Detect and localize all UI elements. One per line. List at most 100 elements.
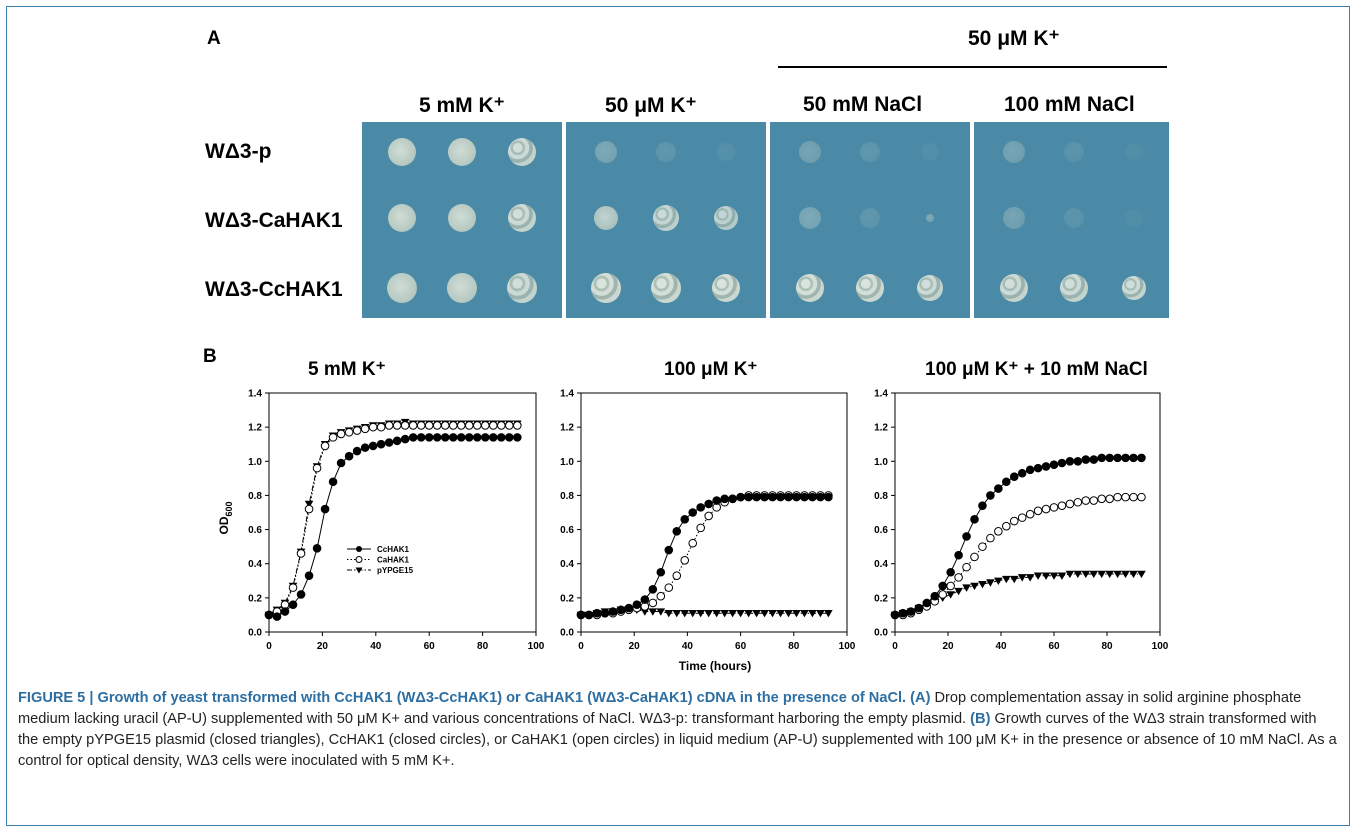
data-point-CaHAK1 [680,556,690,565]
data-point-CcHAK1 [312,544,322,553]
data-point-pYPGE15 [1121,570,1130,579]
data-point-pYPGE15 [946,591,955,599]
data-point-CaHAK1 [1049,503,1059,512]
data-point-CcHAK1 [800,492,809,502]
data-point-CaHAK1 [416,421,426,430]
data-point-CcHAK1 [1065,456,1075,466]
series-line-CcHAK1 [894,457,1142,616]
caption-part-b-letter: (B) [970,711,991,727]
data-point-CaHAK1 [472,421,482,430]
data-point-CcHAK1 [456,433,466,442]
y-tick-label: 1.0 [248,457,262,468]
data-point-CaHAK1 [400,421,410,430]
data-point-CcHAK1 [1033,463,1043,473]
data-point-pYPGE15 [640,608,650,616]
data-point-CcHAK1 [906,607,916,616]
x-tick-label: 40 [682,641,694,652]
data-point-CcHAK1 [656,567,666,577]
data-point-pYPGE15 [1057,572,1067,580]
data-point-CcHAK1 [1041,462,1051,471]
data-point-pYPGE15 [1033,572,1043,580]
data-point-CcHAK1 [408,433,418,442]
caption-part-a-text: Drop complementation assay in solid argi… [18,690,1302,727]
data-point-CcHAK1 [946,567,955,577]
data-point-CaHAK1 [656,591,666,601]
data-point-CaHAK1 [672,571,682,580]
y-tick-label: 0.4 [560,559,574,570]
data-point-pYPGE15 [1025,574,1035,582]
colony-spot [921,143,939,161]
y-tick-label: 1.4 [874,389,888,400]
plate-100mM-NaCl [974,122,1169,318]
data-point-CcHAK1 [954,550,963,560]
data-point-CcHAK1 [360,443,370,452]
data-point-CcHAK1 [728,494,737,504]
data-point-pYPGE15 [1097,570,1106,579]
colony-spot [856,274,884,302]
colony-spot [917,275,943,301]
data-point-CaHAK1 [954,573,963,582]
data-point-CaHAK1 [464,421,474,430]
data-point-pYPGE15 [688,610,698,618]
data-point-CcHAK1 [416,433,426,442]
data-point-CcHAK1 [1002,477,1011,487]
y-tick-label: 0.8 [874,491,888,502]
data-point-CaHAK1 [304,504,314,514]
legend-marker-CaHAK1 [355,556,363,563]
chart-1: 0.0 0.2 0.4 0.6 0.8 1.0 1.2 1.4 0 20 40 60 80 100 [248,389,545,653]
data-point-CcHAK1 [464,433,474,442]
data-point-CaHAK1 [496,421,506,430]
colony-spot [388,204,416,232]
colony-spot [1064,208,1084,228]
data-point-CcHAK1 [664,545,674,555]
x-tick-label: 100 [1152,641,1169,652]
data-point-CcHAK1 [384,438,394,447]
data-point-pYPGE15 [800,610,809,618]
data-point-pYPGE15 [978,581,987,589]
data-point-CcHAK1 [608,607,618,616]
data-point-CcHAK1 [264,610,274,620]
data-point-CaHAK1 [1057,501,1067,510]
x-tick-label: 80 [1101,641,1113,652]
colony-spot [1064,142,1084,162]
data-point-CcHAK1 [930,591,940,601]
data-point-CaHAK1 [456,421,466,430]
y-tick-label: 0.2 [560,593,574,604]
data-point-CcHAK1 [712,496,721,505]
data-point-CaHAK1 [1002,521,1011,531]
data-point-pYPGE15 [720,610,729,618]
data-point-CaHAK1 [392,421,402,430]
caption-part-a-letter: (A) [910,690,931,706]
data-point-CcHAK1 [1073,456,1083,466]
y-tick-label: 0.6 [560,525,574,536]
x-tick-label: 40 [370,641,382,652]
data-point-CcHAK1 [1049,460,1059,470]
x-tick-label: 40 [995,641,1007,652]
caption-title: FIGURE 5 | Growth of yeast transformed w… [18,690,907,706]
data-point-CaHAK1 [978,542,987,551]
x-tick-label: 0 [578,641,584,652]
data-point-CcHAK1 [688,508,698,517]
data-point-CcHAK1 [1081,455,1091,464]
series-line-CaHAK1 [581,494,829,616]
colony-spot [656,142,676,162]
x-tick-label: 0 [892,641,898,652]
data-point-CcHAK1 [272,612,282,621]
legend-label-CcHAK1: CcHAK1 [377,545,410,554]
x-tick-label: 60 [1048,641,1060,652]
data-point-CcHAK1 [505,433,514,442]
group-header-rule [778,66,1167,68]
x-tick-label: 20 [629,641,641,652]
colony-spot [387,273,417,303]
x-tick-label: 80 [788,641,800,652]
data-point-CcHAK1 [592,608,602,618]
colony-spot [860,142,880,162]
x-tick-label: 20 [942,641,954,652]
colony-spot [388,138,416,166]
data-point-CaHAK1 [376,422,386,432]
data-point-CaHAK1 [336,429,346,439]
chart-3: 0.0 0.2 0.4 0.6 0.8 1.0 1.2 1.4 0 20 40 60 80 100 [874,389,1169,653]
data-point-CcHAK1 [1009,472,1019,481]
data-point-pYPGE15 [1137,570,1146,579]
